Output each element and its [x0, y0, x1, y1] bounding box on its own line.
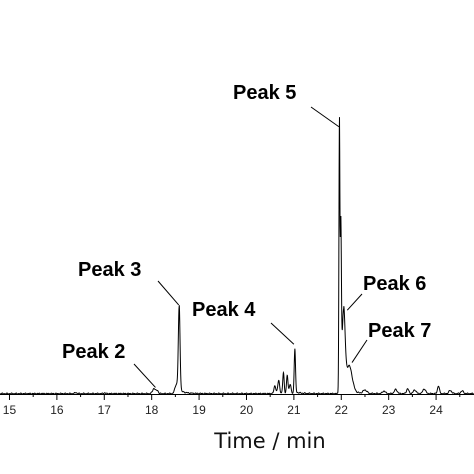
- peak-label: Peak 2: [62, 341, 125, 363]
- x-axis-title: Time / min: [213, 429, 325, 453]
- peak-label: Peak 7: [368, 320, 431, 342]
- peak-leader-line: [346, 293, 363, 311]
- peak-label: Peak 4: [192, 299, 256, 321]
- peak-label: Peak 3: [78, 259, 141, 281]
- x-tick-label: 15: [3, 403, 17, 417]
- x-tick-label: 20: [240, 403, 254, 417]
- chromatogram-trace: [0, 117, 474, 395]
- x-tick-label: 23: [382, 403, 396, 417]
- peak-leader-line: [133, 363, 156, 388]
- peak-label: Peak 6: [363, 273, 426, 295]
- x-tick-label: 21: [287, 403, 301, 417]
- x-tick-label: 19: [192, 403, 206, 417]
- peak-label: Peak 5: [233, 82, 296, 104]
- peak-annotations: Peak 2 Peak 3 Peak 4 Peak 5 Peak 6 Peak 7: [62, 82, 431, 388]
- x-tick-label: 24: [429, 403, 443, 417]
- peak-leader-line: [157, 280, 180, 306]
- peak-leader-line: [351, 339, 368, 363]
- x-tick-label: 16: [50, 403, 64, 417]
- x-axis: 15 16 17 18 19 20 21 22 23 24: [0, 394, 474, 417]
- x-tick-label: 18: [145, 403, 159, 417]
- peak-leader-line: [270, 322, 295, 345]
- x-tick-label: 17: [98, 403, 112, 417]
- x-tick-label: 22: [335, 403, 349, 417]
- peak-leader-line: [310, 106, 340, 128]
